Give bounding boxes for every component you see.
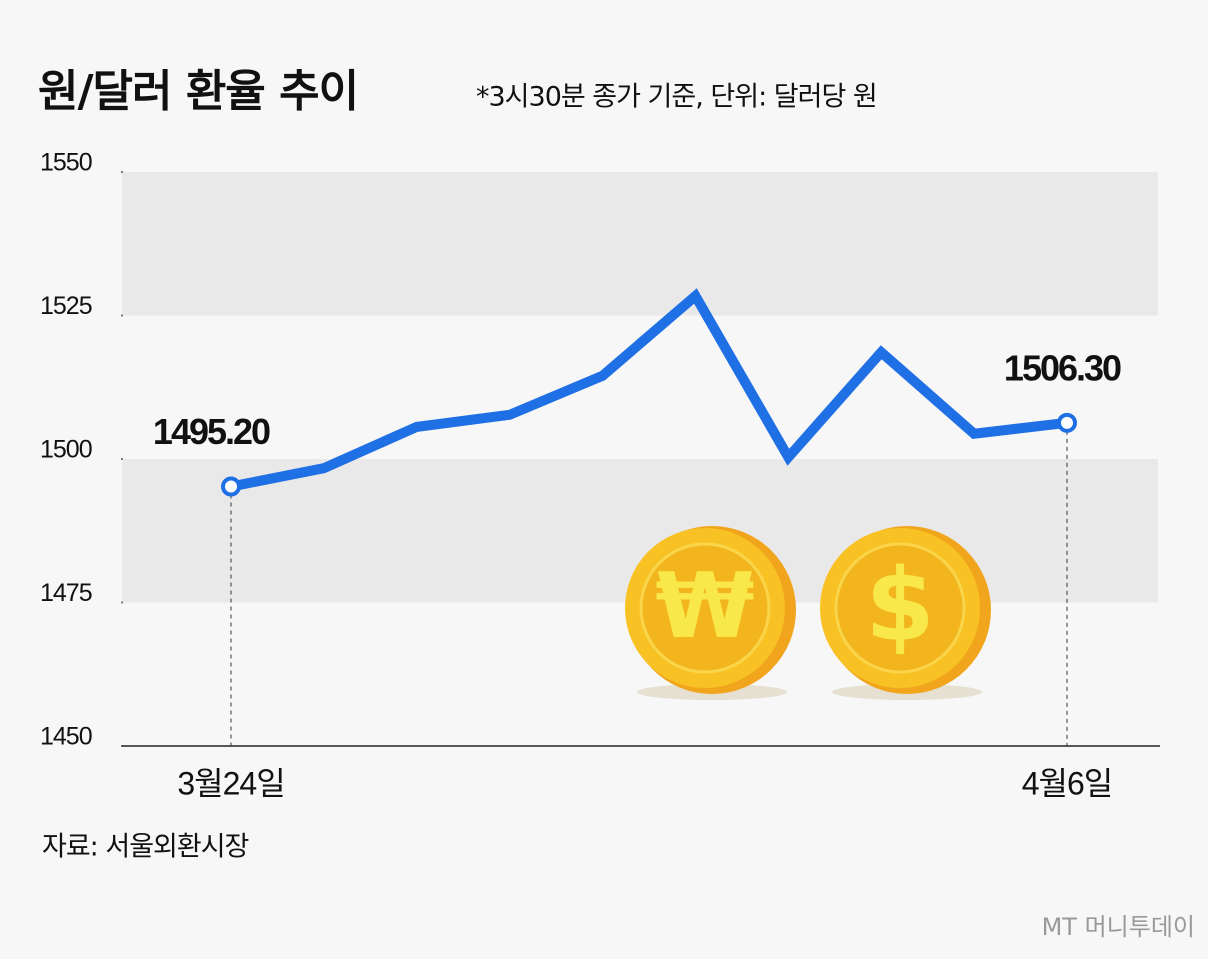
dollar-symbol: $ xyxy=(865,546,935,663)
won-symbol: ₩ xyxy=(655,554,754,659)
watermark: MT 머니투데이 xyxy=(1042,913,1195,941)
point xyxy=(1057,412,1077,433)
y-tick-label: 1500 xyxy=(40,436,92,464)
y-tick-label: 1450 xyxy=(40,723,92,751)
y-tick-label: 1550 xyxy=(40,149,92,177)
y-tick-label: 1525 xyxy=(40,292,92,320)
coin-inner xyxy=(639,542,771,674)
chart-title: 원/달러 환율 추이 xyxy=(38,66,358,117)
x-tick-label: 4월6일 xyxy=(1022,765,1112,801)
band xyxy=(122,172,1158,316)
chart-subtitle: *3시30분 종가 기준, 단위: 달러당 원 xyxy=(476,82,877,113)
value-label: 1495.20 xyxy=(153,411,270,452)
coin-inner xyxy=(834,542,966,674)
coins: ₩ $ xyxy=(625,526,991,700)
source: 자료: 서울외환시장 xyxy=(42,832,249,863)
x-tick-label: 3월24일 xyxy=(177,765,284,801)
y-tick-label: 1475 xyxy=(40,579,92,607)
line xyxy=(230,288,1068,492)
point xyxy=(221,476,241,497)
value-label: 1506.30 xyxy=(1004,347,1121,388)
